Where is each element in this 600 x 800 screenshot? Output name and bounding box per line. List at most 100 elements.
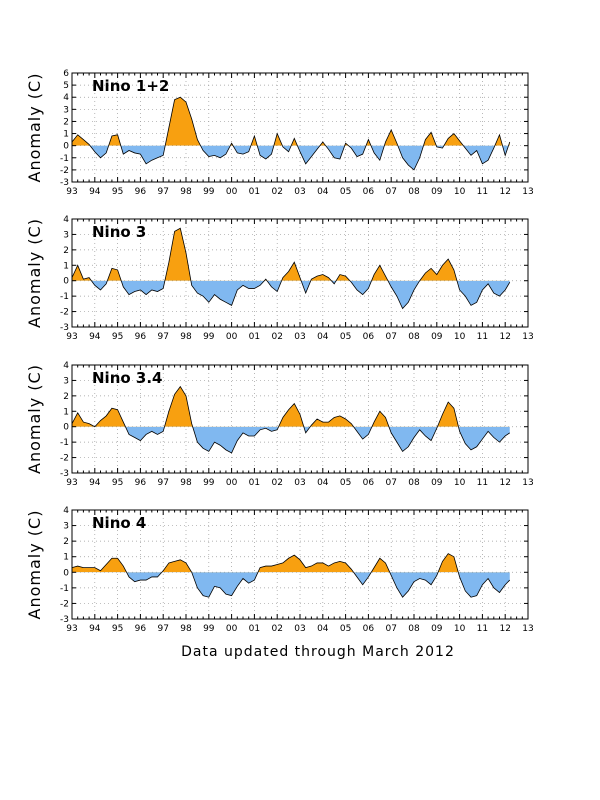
x-tick-label: 01 — [249, 187, 260, 197]
y-tick-label: -1 — [60, 292, 69, 302]
negative-anomaly-area — [91, 280, 510, 309]
x-tick-label: 04 — [317, 187, 329, 197]
y-tick-label: -1 — [60, 438, 69, 448]
x-tick-label: 03 — [294, 478, 305, 488]
x-tick-label: 97 — [157, 187, 168, 197]
panel-title: Nino 3 — [92, 223, 146, 241]
x-tick-label: 98 — [180, 478, 192, 488]
y-tick-label: 2 — [63, 392, 69, 402]
panel-title: Nino 1+2 — [92, 77, 169, 95]
x-tick-label: 08 — [408, 478, 420, 488]
y-tick-label: 2 — [63, 537, 69, 547]
x-tick-label: 11 — [477, 187, 488, 197]
y-axis-label: Anomaly (C) — [25, 73, 44, 183]
x-tick-label: 95 — [112, 332, 123, 342]
x-tick-label: 00 — [226, 624, 238, 634]
y-tick-label: 0 — [63, 277, 69, 287]
x-tick-label: 13 — [522, 624, 533, 634]
y-tick-label: 4 — [63, 361, 69, 371]
positive-anomaly-area — [72, 553, 459, 573]
panel-title: Nino 3.4 — [92, 369, 162, 387]
x-tick-label: 08 — [408, 187, 420, 197]
x-tick-label: 12 — [499, 478, 510, 488]
anomaly-series-line — [71, 553, 511, 598]
y-tick-label: 1 — [63, 553, 69, 563]
y-tick-label: 3 — [63, 230, 69, 240]
y-tick-label: -3 — [60, 323, 69, 333]
x-tick-label: 98 — [180, 187, 192, 197]
anomaly-series-line — [71, 227, 511, 310]
x-tick-label: 12 — [499, 624, 510, 634]
y-tick-label: 4 — [63, 215, 69, 225]
x-tick-label: 13 — [522, 332, 533, 342]
x-tick-label: 93 — [66, 478, 77, 488]
x-tick-label: 10 — [454, 332, 466, 342]
y-tick-label: -1 — [60, 154, 69, 164]
x-tick-label: 99 — [203, 332, 215, 342]
y-tick-label: -2 — [60, 454, 69, 464]
y-tick-label: 1 — [63, 261, 69, 271]
x-tick-label: 06 — [363, 624, 375, 634]
y-tick-label: -3 — [60, 615, 69, 625]
panel-title: Nino 4 — [92, 514, 146, 532]
x-tick-label: 09 — [431, 187, 443, 197]
x-tick-label: 06 — [363, 187, 375, 197]
x-tick-label: 06 — [363, 478, 375, 488]
y-tick-label: -1 — [60, 584, 69, 594]
x-tick-label: 13 — [522, 187, 533, 197]
x-tick-label: 07 — [385, 332, 396, 342]
x-tick-label: 98 — [180, 624, 192, 634]
x-tick-label: 01 — [249, 332, 260, 342]
x-tick-label: 12 — [499, 187, 510, 197]
x-tick-label: 04 — [317, 478, 329, 488]
x-tick-label: 08 — [408, 332, 420, 342]
x-tick-label: 02 — [271, 332, 282, 342]
y-tick-label: 2 — [63, 117, 69, 127]
positive-anomaly-area — [72, 97, 510, 146]
anomaly-series-line — [71, 96, 511, 171]
x-tick-label: 95 — [112, 624, 123, 634]
y-tick-label: 4 — [63, 93, 69, 103]
y-tick-label: -3 — [60, 178, 69, 188]
x-tick-label: 99 — [203, 624, 215, 634]
x-tick-label: 94 — [89, 187, 101, 197]
anomaly-series-line — [71, 385, 510, 454]
x-tick-label: 04 — [317, 332, 329, 342]
y-tick-label: 6 — [63, 69, 69, 79]
y-tick-label: 3 — [63, 522, 69, 532]
x-tick-label: 02 — [271, 187, 282, 197]
x-tick-label: 08 — [408, 624, 420, 634]
x-tick-label: 04 — [317, 624, 329, 634]
x-tick-label: 07 — [385, 478, 396, 488]
y-tick-label: -3 — [60, 469, 69, 479]
y-axis-label: Anomaly (C) — [25, 364, 44, 474]
negative-anomaly-area — [72, 572, 510, 598]
x-tick-label: 09 — [431, 624, 443, 634]
x-tick-label: 05 — [340, 332, 351, 342]
x-tick-label: 00 — [226, 187, 238, 197]
y-axis-label: Anomaly (C) — [25, 510, 44, 620]
y-tick-label: -2 — [60, 166, 69, 176]
x-tick-label: 03 — [294, 187, 305, 197]
x-tick-label: 93 — [66, 624, 77, 634]
positive-anomaly-area — [72, 386, 510, 427]
y-tick-label: 1 — [63, 407, 69, 417]
y-tick-label: -2 — [60, 308, 69, 318]
x-tick-label: 13 — [522, 478, 533, 488]
y-tick-label: 0 — [63, 568, 69, 578]
x-tick-label: 10 — [454, 187, 466, 197]
x-tick-label: 09 — [431, 332, 443, 342]
x-tick-label: 96 — [135, 624, 147, 634]
x-tick-label: 01 — [249, 624, 260, 634]
x-tick-label: 11 — [477, 478, 488, 488]
y-tick-label: 4 — [63, 506, 69, 516]
x-tick-label: 09 — [431, 478, 443, 488]
x-tick-label: 05 — [340, 478, 351, 488]
x-tick-label: 05 — [340, 624, 351, 634]
y-tick-label: 3 — [63, 376, 69, 386]
x-tick-label: 11 — [477, 624, 488, 634]
x-tick-label: 97 — [157, 478, 168, 488]
